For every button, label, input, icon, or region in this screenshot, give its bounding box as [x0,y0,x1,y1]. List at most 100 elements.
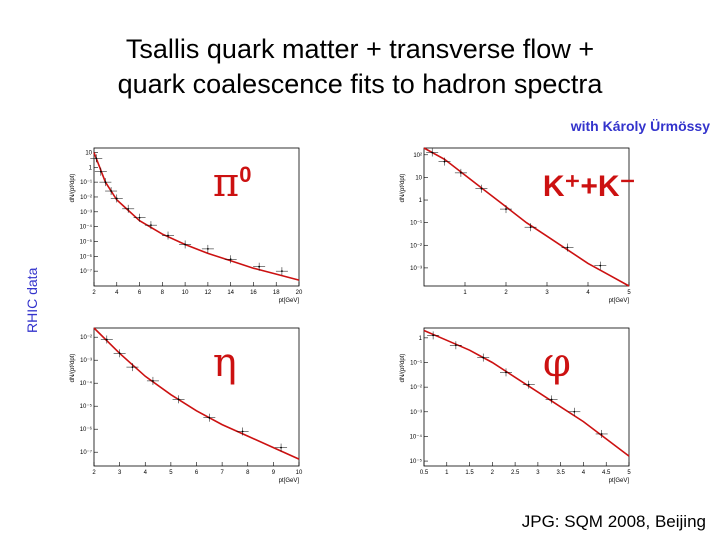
chart-panel-pi0: 2 4 6 8 10 12 14 16 18 20 10 1 10⁻¹ 10⁻² 10⁻³ 10⁻⁴ 10⁻⁵ 1… [64,140,314,305]
data-point [126,363,139,372]
y-tick-label: 10⁻⁶ [80,253,93,260]
x-tick-label: 5 [627,470,631,476]
credit-text: with Károly Ürmössy [570,118,710,134]
y-tick-label: 10 [85,150,92,156]
x-tick-label: 3.5 [556,470,565,476]
data-point [179,240,192,249]
x-tick-label: 3 [545,290,549,296]
data-point [477,353,490,362]
data-point [162,231,175,240]
data-point [99,178,112,187]
x-tick-label: 1 [463,290,467,296]
y-tick-label: 10⁻² [410,243,422,249]
x-tick-label: 0.5 [420,470,429,476]
data-point [253,262,266,271]
x-tick-label: 2 [92,470,96,476]
x-tick-label: 7 [220,470,224,476]
x-tick-label: 4 [586,290,590,296]
x-tick-label: 3 [536,470,540,476]
fit-curve [93,327,300,460]
y-tick-label: 10⁻¹ [410,221,422,227]
y-tick-label: 10⁻⁶ [80,426,93,433]
chart-panel-eta: 2 3 4 5 6 7 8 9 10 10⁻² 10⁻³ 10⁻⁴ 10⁻⁵ 10⁻⁶ 10⁻⁷ pt[GeV… [64,320,314,485]
data-point [172,395,185,404]
y-tick-label: 10⁻⁴ [80,380,93,387]
y-tick-label: 10⁻⁴ [80,224,93,231]
data-point [133,213,146,222]
y-tick-label: 10⁻⁵ [80,403,93,410]
plot-frame [423,327,630,467]
particle-superscript: 0 [239,162,251,187]
x-axis-label: pt[GeV] [609,478,630,484]
y-tick-label: 10⁻⁵ [410,458,423,465]
data-point [454,168,467,177]
data-point [475,184,488,193]
chart-panel-phi: 0.5 1 1.5 2 2.5 3 3.5 4 4.5 5 1 10⁻¹ 10⁻² 10⁻³ 10⁻⁴ 10⁻… [394,320,644,485]
chart-svg: 0.5 1 1.5 2 2.5 3 3.5 4 4.5 5 1 10⁻¹ 10⁻² 10⁻³ 10⁻⁴ 10⁻… [400,327,631,484]
data-point [500,368,512,377]
data-point [105,187,118,196]
y-tick-label: 10⁻⁴ [410,433,423,440]
data-point [426,148,439,157]
x-tick-label: 2.5 [511,470,520,476]
y-tick-label: 10⁻² [410,385,422,391]
x-tick-label: 10 [182,290,189,296]
y-tick-label: 10⁻⁵ [80,238,93,245]
x-tick-label: 1.5 [465,470,474,476]
slide-title: Tsallis quark matter + transverse flow +… [0,32,720,102]
data-point [561,243,574,252]
footer-citation: JPG: SQM 2008, Beijing [521,512,706,531]
y-tick-label: 10⁻² [80,195,92,201]
particle-label-kaon: K⁺+K⁻ [543,170,636,203]
data-point [236,427,249,436]
fit-curve [423,329,630,457]
data-point [500,205,512,214]
plot-frame [93,147,300,287]
data-point [203,413,216,422]
x-tick-label: 8 [161,290,165,296]
x-tick-label: 18 [273,290,280,296]
x-tick-label: 4.5 [602,470,611,476]
data-point [110,194,123,203]
data-point [122,204,135,213]
x-tick-label: 4 [115,290,119,296]
chart-panel-kaon: 1 2 3 4 5 10² 10 1 10⁻¹ 10⁻² 10⁻³ pt[GeV] dN/(pt²dpt… [394,140,644,305]
y-tick-label: 10² [413,153,422,159]
side-axis-label: RHIC data [24,267,40,333]
y-tick-label: 10⁻¹ [80,180,92,186]
particle-label-eta: η [213,340,237,386]
y-tick-label: 10 [415,175,422,181]
y-tick-label: 10⁻⁷ [80,268,92,275]
x-tick-label: 2 [92,290,96,296]
x-axis-label: pt[GeV] [279,298,300,304]
data-point [275,267,288,276]
data-point [94,167,107,176]
x-tick-label: 4 [582,470,586,476]
y-tick-label: 10⁻¹ [410,361,422,367]
plot-frame [423,147,630,287]
y-tick-label: 10⁻³ [410,410,422,416]
y-axis-label: dN/(pt²dpt) [70,354,76,383]
x-tick-label: 5 [627,290,631,296]
fit-curve [93,152,300,281]
data-point [522,380,535,389]
data-point [90,154,103,163]
x-tick-label: 8 [246,470,250,476]
particle-label-phi: φ [543,340,571,386]
data-point [595,429,608,438]
chart-svg: 2 4 6 8 10 12 14 16 18 20 10 1 10⁻¹ 10⁻² 10⁻³ 10⁻⁴ 10⁻⁵ 1… [70,147,303,304]
x-tick-label: 6 [138,290,142,296]
data-point [144,221,157,230]
data-point [449,341,462,350]
x-tick-label: 4 [144,470,148,476]
data-point [594,261,607,270]
fit-curve [423,147,630,287]
x-tick-label: 14 [227,290,234,296]
data-point [568,407,581,416]
y-axis-label: dN/(pt²dpt) [400,174,406,203]
data-point [146,376,159,385]
y-tick-label: 10⁻³ [80,210,92,216]
data-point [545,395,558,404]
data-point [438,157,451,166]
data-point [427,331,440,340]
